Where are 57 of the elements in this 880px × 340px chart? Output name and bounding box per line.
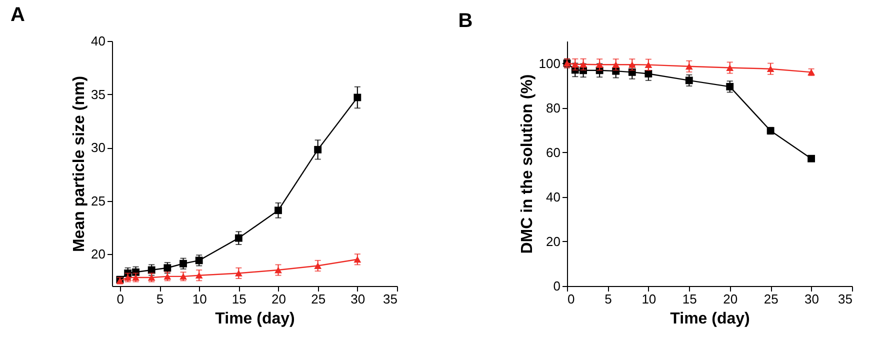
- y-tick-label: 20: [546, 234, 560, 249]
- point: [274, 266, 282, 274]
- point: [195, 256, 203, 264]
- point: [685, 63, 693, 70]
- point: [234, 234, 242, 242]
- y-tick-label: 40: [546, 189, 560, 204]
- y-axis-title: DMC in the solution (%): [518, 74, 536, 254]
- point: [726, 64, 734, 71]
- point: [571, 61, 579, 68]
- x-tick-label: 10: [642, 292, 656, 306]
- point: [164, 264, 172, 272]
- x-tick-label: 15: [682, 292, 697, 306]
- x-tick-label: 10: [192, 292, 207, 306]
- y-tick-label: 20: [91, 246, 106, 262]
- x-tick-label: 0: [568, 292, 575, 306]
- point: [628, 61, 636, 68]
- x-tick-label: 5: [604, 292, 612, 306]
- point: [808, 154, 815, 162]
- point: [274, 206, 282, 214]
- x-tick-label: 35: [383, 292, 398, 306]
- point: [766, 66, 774, 72]
- x-tick-label: 0: [116, 292, 124, 306]
- point: [314, 146, 322, 154]
- y-tick-label: 0: [553, 278, 560, 294]
- point: [354, 256, 362, 263]
- y-axis-title: Mean particle size (nm): [71, 76, 88, 252]
- x-tick-label: 15: [232, 292, 246, 306]
- point: [234, 270, 242, 276]
- x-tick-label: 20: [272, 292, 286, 306]
- point: [612, 61, 620, 68]
- y-tick-label: 100: [538, 56, 560, 71]
- x-tick-label: 35: [838, 292, 852, 306]
- point: [644, 62, 652, 68]
- point: [685, 76, 693, 84]
- point: [580, 61, 587, 68]
- y-tick-label: 80: [546, 100, 560, 116]
- point: [314, 262, 322, 269]
- chart-title: A: [10, 4, 25, 26]
- chart-title: B: [458, 10, 473, 32]
- y-tick-label: 35: [91, 86, 106, 102]
- x-axis-title: Time (day): [215, 310, 295, 328]
- x-tick-label: 20: [723, 292, 738, 306]
- x-tick-label: 30: [350, 292, 366, 306]
- y-tick-label: 40: [91, 34, 106, 48]
- point: [596, 61, 604, 68]
- point: [354, 94, 362, 102]
- x-tick-label: 5: [156, 292, 164, 306]
- point: [180, 260, 187, 268]
- x-tick-label: 30: [804, 292, 820, 306]
- y-tick-label: 25: [91, 193, 106, 208]
- y-tick-label: 30: [91, 140, 106, 156]
- x-axis-title: Time (day): [670, 310, 750, 328]
- x-tick-label: 25: [311, 292, 326, 306]
- point: [195, 272, 203, 279]
- y-tick-label: 60: [546, 144, 560, 160]
- point: [726, 82, 734, 90]
- x-tick-label: 25: [764, 292, 778, 306]
